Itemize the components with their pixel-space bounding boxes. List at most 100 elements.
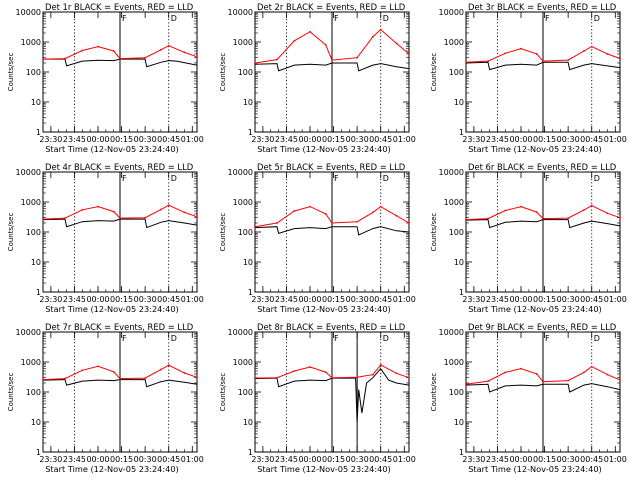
- lld-data-point: [542, 217, 544, 220]
- y-tick-label: 1000: [21, 358, 41, 367]
- x-tick-label: 01:00: [181, 455, 204, 464]
- lld-data-point: [331, 376, 333, 379]
- lld-data-point: [408, 376, 410, 379]
- lld-data-point: [331, 59, 333, 61]
- lld-data-point: [567, 59, 570, 61]
- lld-data-point: [619, 57, 621, 60]
- lld-data-point: [309, 366, 311, 368]
- lld-data-point: [293, 370, 296, 372]
- lld-data-point: [119, 57, 121, 60]
- y-tick-label: 1: [248, 128, 253, 137]
- y-axis-label: Counts/sec: [430, 213, 438, 252]
- x-tick-label: 00:00: [86, 455, 109, 464]
- y-axis-label: Counts/sec: [219, 53, 227, 92]
- lld-data-point: [293, 210, 296, 212]
- corner-marker-label: F: [545, 174, 550, 183]
- x-tick-label: 23:30: [462, 295, 485, 304]
- y-tick-label: 100: [26, 228, 41, 237]
- lld-data-point: [167, 44, 170, 47]
- x-tick-label: 23:30: [251, 455, 274, 464]
- x-axis-label: Start Time (12-Nov-05 23:24:40): [45, 464, 179, 474]
- y-axis-label: Counts/sec: [7, 53, 15, 92]
- lld-data-point: [487, 60, 489, 63]
- lld-data-point: [606, 53, 609, 55]
- x-tick-label: 23:30: [39, 135, 62, 144]
- y-tick-label: 10: [243, 418, 253, 427]
- corner-marker-label: D: [383, 174, 389, 183]
- x-tick-label: 00:30: [134, 295, 157, 304]
- lld-data-point: [64, 377, 66, 380]
- lld-data-point: [535, 373, 538, 375]
- y-tick-label: 1000: [21, 198, 41, 207]
- corner-marker-label: F: [334, 14, 339, 23]
- x-tick-label: 00:30: [346, 455, 369, 464]
- lld-data-point: [309, 205, 311, 208]
- x-tick-label: 23:30: [39, 455, 62, 464]
- x-tick-label: 23:30: [251, 135, 274, 144]
- lld-data-point: [567, 379, 570, 382]
- lld-data-point: [504, 371, 507, 374]
- corner-marker-label: F: [334, 174, 339, 183]
- lld-data-point: [606, 373, 609, 376]
- y-tick-label: 10: [243, 258, 253, 267]
- y-tick-label: 10000: [228, 8, 253, 17]
- x-tick-label: 23:30: [462, 455, 485, 464]
- lld-data-point: [567, 217, 570, 220]
- lld-data-point: [183, 372, 186, 374]
- lld-data-point: [379, 28, 382, 31]
- x-tick-label: 00:15: [533, 295, 556, 304]
- y-tick-label: 1: [248, 288, 253, 297]
- lld-data-point: [196, 55, 198, 58]
- lld-data-point: [119, 217, 121, 220]
- x-tick-label: 23:30: [39, 295, 62, 304]
- x-tick-label: 00:15: [533, 135, 556, 144]
- y-tick-label: 1000: [444, 198, 464, 207]
- y-axis-label: Counts/sec: [430, 53, 438, 92]
- lld-data-point: [144, 56, 147, 59]
- lld-data-point: [590, 365, 593, 368]
- lld-data-point: [112, 210, 115, 213]
- x-axis-label: Start Time (12-Nov-05 23:24:40): [257, 464, 391, 474]
- lld-data-point: [520, 367, 522, 370]
- lld-data-point: [183, 51, 186, 54]
- lld-data-point: [276, 58, 278, 61]
- lld-data-point: [81, 208, 84, 211]
- lld-data-point: [64, 217, 66, 220]
- x-tick-label: 01:00: [393, 295, 416, 304]
- lld-data-point: [535, 211, 538, 214]
- x-tick-label: 00:00: [298, 135, 321, 144]
- x-tick-label: 01:00: [604, 295, 627, 304]
- x-tick-label: 00:30: [346, 295, 369, 304]
- panel-title: Det 4r BLACK = Events, RED = LLD: [45, 162, 193, 172]
- lld-data-point: [356, 376, 359, 379]
- lld-data-point: [81, 369, 84, 372]
- x-axis-label: Start Time (12-Nov-05 23:24:40): [257, 144, 391, 154]
- y-tick-label: 10000: [228, 168, 253, 177]
- y-tick-label: 10: [454, 98, 464, 107]
- y-tick-label: 1: [459, 288, 464, 297]
- x-tick-label: 00:45: [157, 455, 180, 464]
- lld-data-point: [542, 60, 544, 63]
- events-series-line: [254, 62, 410, 72]
- x-tick-label: 00:30: [557, 455, 580, 464]
- detector-panel: Det 4r BLACK = Events, RED = LLD 1 10 100 10…: [7, 162, 204, 314]
- x-tick-label: 00:45: [157, 295, 180, 304]
- lld-data-point: [408, 222, 410, 224]
- y-axis-label: Counts/sec: [430, 373, 438, 412]
- lld-data-point: [520, 205, 522, 208]
- x-tick-label: 00:00: [86, 295, 109, 304]
- y-tick-label: 10: [31, 258, 41, 267]
- x-tick-label: 01:00: [604, 455, 627, 464]
- y-tick-label: 100: [238, 68, 253, 77]
- y-tick-label: 1000: [233, 38, 253, 47]
- detector-panel: Det 7r BLACK = Events, RED = LLD 1 10 100 10…: [7, 322, 204, 474]
- y-axis-label: Counts/sec: [219, 213, 227, 252]
- lld-data-point: [159, 48, 162, 51]
- lld-data-point: [183, 211, 186, 214]
- lld-data-point: [371, 373, 374, 376]
- events-series-line: [42, 218, 198, 229]
- x-axis-label: Start Time (12-Nov-05 23:24:40): [468, 464, 602, 474]
- corner-marker-label: F: [122, 174, 127, 183]
- lld-data-point: [582, 371, 585, 374]
- panel-title: Det 6r BLACK = Events, RED = LLD: [468, 162, 616, 172]
